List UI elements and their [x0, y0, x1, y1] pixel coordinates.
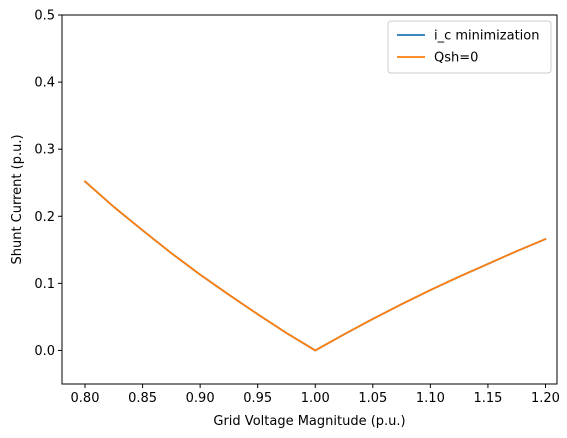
y-axis-label: Shunt Current (p.u.): [10, 134, 25, 264]
legend: i_c minimization Qsh=0: [387, 20, 552, 74]
y-tick-label: 0.1: [34, 277, 55, 292]
x-tick-label: 1.20: [531, 391, 560, 406]
series-line-2: [84, 180, 547, 352]
legend-label: i_c minimization: [434, 29, 540, 44]
x-axis-ticks: 0.80 0.85 0.90 0.95 1.00 1.05 1.10 1.15 1.20: [71, 384, 560, 406]
y-tick-label: 0.5: [34, 9, 55, 24]
x-tick-label: 1.00: [301, 391, 330, 406]
x-tick-label: 0.80: [71, 391, 100, 406]
y-tick-label: 0.3: [34, 143, 55, 158]
y-tick-label: 0.0: [34, 344, 55, 359]
x-tick-label: 0.85: [128, 391, 157, 406]
y-axis-ticks: 0.0 0.1 0.2 0.3 0.4 0.5: [34, 9, 62, 359]
x-axis-label: Grid Voltage Magnitude (p.u.): [213, 414, 405, 429]
x-tick-label: 1.05: [358, 391, 387, 406]
x-tick-label: 0.95: [243, 391, 272, 406]
series-layer: [84, 180, 547, 352]
x-tick-label: 1.10: [416, 391, 445, 406]
axes-frame: [61, 14, 558, 385]
x-tick-label: 1.15: [473, 391, 502, 406]
legend-box: [387, 20, 552, 74]
y-tick-label: 0.4: [34, 76, 55, 91]
y-tick-label: 0.2: [34, 210, 55, 225]
x-tick-label: 0.90: [186, 391, 215, 406]
legend-label: Qsh=0: [434, 51, 478, 66]
